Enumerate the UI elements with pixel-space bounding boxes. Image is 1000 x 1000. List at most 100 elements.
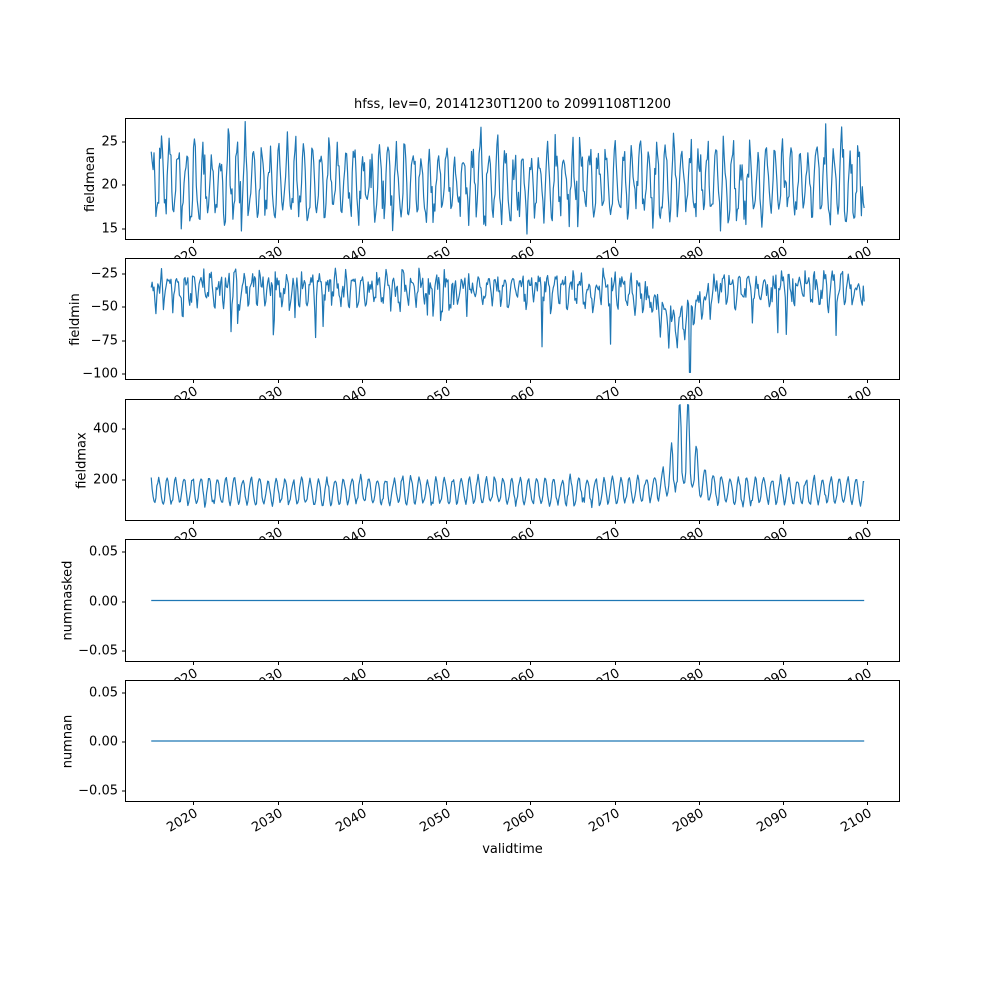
x-tick-mark <box>446 661 448 665</box>
fieldmean-y-axis-label: fieldmean <box>82 146 98 212</box>
x-tick-mark <box>277 520 279 524</box>
x-tick-mark <box>361 661 363 665</box>
subplot-nummasked: 0.050.00−0.05202020302040205020602070208… <box>60 539 900 696</box>
chart-title: hfss, lev=0, 20141230T1200 to 20991108T1… <box>353 97 672 112</box>
y-tick-mark <box>122 273 126 275</box>
nummasked-y-axis-label-holder: nummasked <box>60 540 75 661</box>
x-tick-mark <box>698 379 700 383</box>
x-tick-mark <box>193 379 195 383</box>
y-tick-mark <box>122 428 126 430</box>
x-tick-mark <box>614 801 616 805</box>
x-tick-mark <box>783 520 785 524</box>
y-tick-mark <box>122 692 126 694</box>
fieldmean-y-axis-label-holder: fieldmean <box>82 119 98 239</box>
x-tick-mark <box>277 239 279 243</box>
numnan-y-axis-label: numnan <box>60 714 75 768</box>
subplot-fieldmean: 2520152020203020402050206020702080209021… <box>83 118 900 274</box>
x-tick-mark <box>361 801 363 805</box>
x-tick-label: 2020 <box>164 806 201 836</box>
x-tick-label: 2080 <box>670 806 707 836</box>
y-tick-label: 400 <box>93 421 118 437</box>
fieldmean-polyline <box>150 120 865 235</box>
x-axis-label: validtime <box>482 842 543 857</box>
y-tick-mark <box>122 479 126 481</box>
x-tick-label: 2090 <box>754 806 791 836</box>
y-tick-label: 0.00 <box>89 734 118 750</box>
y-tick-label: −100 <box>82 366 118 382</box>
x-tick-mark <box>193 520 195 524</box>
y-tick-label: −25 <box>90 266 118 282</box>
x-tick-mark <box>783 379 785 383</box>
y-tick-mark <box>122 373 126 375</box>
y-tick-mark <box>122 228 126 230</box>
y-tick-mark <box>122 184 126 186</box>
y-tick-label: −0.05 <box>78 643 118 659</box>
fieldmax-polyline <box>150 404 865 509</box>
x-tick-mark <box>698 239 700 243</box>
x-tick-mark <box>530 379 532 383</box>
x-tick-mark <box>614 661 616 665</box>
x-tick-mark <box>277 661 279 665</box>
x-tick-mark <box>193 239 195 243</box>
y-tick-label: −75 <box>90 333 118 349</box>
y-tick-mark <box>122 551 126 553</box>
x-tick-mark <box>193 801 195 805</box>
y-tick-mark <box>122 741 126 743</box>
numnan-y-axis-label-holder: numnan <box>60 681 75 801</box>
fieldmean-line-series <box>150 120 865 235</box>
x-tick-mark <box>361 520 363 524</box>
x-tick-mark <box>530 239 532 243</box>
y-tick-mark <box>122 340 126 342</box>
y-tick-mark <box>122 306 126 308</box>
x-tick-mark <box>783 801 785 805</box>
y-tick-label: 20 <box>101 177 118 193</box>
y-tick-mark <box>122 601 126 602</box>
x-tick-label: 2050 <box>417 806 454 836</box>
y-tick-label: −0.05 <box>78 783 118 799</box>
nummasked-line-series <box>151 599 865 602</box>
x-tick-mark <box>698 520 700 524</box>
x-tick-mark <box>446 239 448 243</box>
y-tick-mark <box>122 790 126 792</box>
x-tick-mark <box>614 520 616 524</box>
x-tick-mark <box>277 801 279 805</box>
x-tick-mark <box>530 661 532 665</box>
fieldmin-polyline <box>150 267 865 374</box>
y-tick-label: 15 <box>101 221 118 237</box>
x-tick-label: 2100 <box>838 806 875 836</box>
y-tick-label: 0.05 <box>89 544 118 560</box>
x-tick-mark <box>867 661 869 665</box>
x-tick-mark <box>361 239 363 243</box>
x-tick-label: 2060 <box>501 806 538 836</box>
y-tick-label: 25 <box>101 134 118 150</box>
x-tick-mark <box>783 239 785 243</box>
x-tick-mark <box>446 379 448 383</box>
fieldmax-line-series <box>150 404 865 509</box>
x-tick-mark <box>698 801 700 805</box>
y-tick-label: 0.05 <box>89 685 118 701</box>
nummasked-y-axis-label: nummasked <box>60 560 75 641</box>
x-tick-mark <box>698 661 700 665</box>
fieldmax-y-axis-label-holder: fieldmax <box>75 400 90 520</box>
y-tick-label: 200 <box>93 472 118 488</box>
y-tick-label: 0.00 <box>89 594 118 609</box>
fieldmin-y-axis-label-holder: fieldmin <box>67 259 83 379</box>
x-tick-mark <box>530 801 532 805</box>
x-tick-mark <box>446 801 448 805</box>
x-tick-mark <box>193 661 195 665</box>
subplot-fieldmax: 4002002020203020402050206020702080209021… <box>75 399 900 555</box>
x-tick-mark <box>783 661 785 665</box>
x-tick-mark <box>361 379 363 383</box>
x-tick-mark <box>530 520 532 524</box>
x-tick-mark <box>867 379 869 383</box>
y-tick-mark <box>122 650 126 652</box>
x-tick-mark <box>277 379 279 383</box>
fieldmin-y-axis-label: fieldmin <box>67 292 83 346</box>
fieldmax-y-axis-label: fieldmax <box>75 431 90 489</box>
x-tick-mark <box>867 520 869 524</box>
x-tick-label: 2030 <box>248 806 286 836</box>
subplot-fieldmin: −25−50−75−100202020302040205020602070208… <box>68 258 900 414</box>
fieldmin-line-series <box>150 267 865 374</box>
x-tick-label: 2070 <box>585 806 623 836</box>
